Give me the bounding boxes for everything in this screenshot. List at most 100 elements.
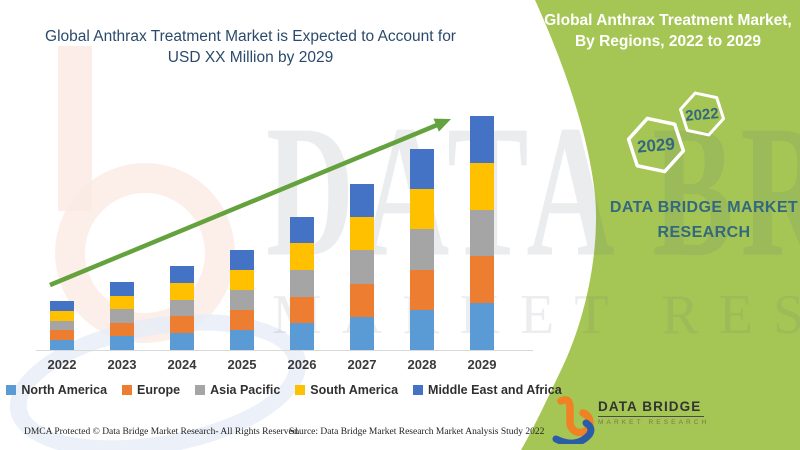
logo-subtitle: MARKET RESEARCH — [598, 419, 710, 426]
bar-segment — [290, 269, 314, 297]
bar-column-2027: 2027 — [348, 100, 376, 372]
bar-column-2025: 2025 — [228, 100, 256, 372]
x-axis-label: 2027 — [347, 357, 377, 372]
bar-column-2026: 2026 — [288, 100, 316, 372]
source-notice: Source: Data Bridge Market Research Mark… — [289, 427, 545, 437]
bar-segment — [410, 189, 434, 230]
bar-segment — [50, 340, 74, 350]
data-bridge-logo-text: DATA BRIDGE MARKET RESEARCH — [598, 399, 710, 426]
dmca-notice: DMCA Protected © Data Bridge Market Rese… — [24, 427, 300, 437]
stacked-bar — [170, 266, 194, 350]
bars: 2022 2023 2024 2025 2026 2027 2028 2029 — [48, 100, 496, 372]
bar-segment — [170, 299, 194, 317]
legend-label: Asia Pacific — [210, 383, 281, 397]
legend-label: North America — [21, 383, 108, 397]
stacked-bar — [350, 184, 374, 350]
hexagon-2029-label: 2029 — [636, 134, 676, 157]
bar-segment — [470, 162, 494, 210]
x-axis-label: 2024 — [167, 357, 197, 372]
chart-title: Global Anthrax Treatment Market is Expec… — [28, 26, 473, 68]
data-bridge-logo-icon — [552, 396, 595, 444]
brand-wordmark-line2: RESEARCH — [657, 224, 751, 241]
logo-swoosh-shape — [552, 419, 595, 444]
legend-item: Asia Pacific — [195, 383, 280, 397]
bar-segment — [410, 309, 434, 350]
bar-segment — [110, 295, 134, 310]
legend-swatch — [6, 385, 17, 395]
bar-column-2022: 2022 — [48, 100, 76, 372]
bar-segment — [350, 250, 374, 284]
side-panel-title-line1: Global Anthrax Treatment Market, — [544, 12, 792, 29]
bar-segment — [470, 209, 494, 257]
x-axis-label: 2029 — [467, 357, 497, 372]
legend-item: South America — [295, 383, 398, 397]
side-panel-title: Global Anthrax Treatment Market, By Regi… — [543, 10, 793, 52]
logo-b-shape — [557, 396, 594, 437]
bar-segment — [290, 243, 314, 270]
x-axis-label: 2028 — [407, 357, 437, 372]
side-panel-title-line2: By Regions, 2022 to 2029 — [574, 33, 762, 50]
x-axis-label: 2026 — [287, 357, 317, 372]
legend-swatch — [413, 385, 424, 395]
bar-segment — [50, 310, 74, 321]
bar-segment — [410, 149, 434, 190]
legend-swatch — [122, 385, 133, 395]
bar-segment — [350, 283, 374, 317]
stacked-bar — [410, 149, 434, 350]
bar-segment — [110, 322, 134, 337]
stacked-bar — [110, 282, 134, 350]
bar-segment — [350, 316, 374, 350]
bar-segment — [410, 229, 434, 270]
x-axis-line — [36, 350, 533, 351]
bar-segment — [50, 320, 74, 331]
legend-swatch — [195, 385, 206, 395]
bar-segment — [170, 266, 194, 283]
bar-segment — [470, 116, 494, 163]
stacked-bar — [290, 216, 314, 350]
bar-segment — [350, 217, 374, 251]
bar-segment — [230, 249, 254, 270]
hexagon-2022-label: 2022 — [684, 105, 720, 125]
legend-label: South America — [310, 383, 399, 397]
legend-swatch — [295, 385, 306, 395]
bar-segment — [110, 336, 134, 350]
bar-segment — [230, 309, 254, 330]
bar-segment — [110, 282, 134, 296]
brand-wordmark: DATA BRIDGE MARKET RESEARCH — [608, 195, 800, 245]
bar-segment — [50, 330, 74, 341]
bar-segment — [170, 316, 194, 334]
chart-title-line2: USD XX Million by 2029 — [167, 49, 334, 66]
bar-segment — [350, 184, 374, 218]
bar-column-2028: 2028 — [408, 100, 436, 372]
logo-name: DATA BRIDGE — [598, 399, 702, 414]
bar-column-2023: 2023 — [108, 100, 136, 372]
bar-segment — [170, 333, 194, 350]
x-axis-label: 2025 — [227, 357, 257, 372]
bar-column-2024: 2024 — [168, 100, 196, 372]
x-axis-label: 2022 — [47, 357, 77, 372]
bar-segment — [110, 309, 134, 323]
bar-segment — [290, 323, 314, 350]
bar-segment — [230, 269, 254, 290]
bar-segment — [470, 303, 494, 350]
legend-item: Middle East and Africa — [413, 383, 562, 397]
green-panel-shape — [521, 0, 800, 450]
legend-label: Europe — [137, 383, 181, 397]
bar-segment — [290, 216, 314, 244]
brand-wordmark-line1: DATA BRIDGE MARKET — [609, 199, 799, 216]
bar-segment — [410, 269, 434, 310]
legend-item: Europe — [122, 383, 180, 397]
bar-segment — [170, 282, 194, 300]
x-axis-label: 2023 — [107, 357, 137, 372]
bar-segment — [290, 296, 314, 324]
logo-divider — [598, 416, 704, 417]
bar-segment — [50, 301, 74, 311]
stacked-bar — [50, 301, 74, 350]
bar-segment — [230, 289, 254, 310]
stacked-bar — [470, 116, 494, 350]
legend-label: Middle East and Africa — [428, 383, 562, 397]
stacked-bar — [230, 249, 254, 350]
chart-title-line1: Global Anthrax Treatment Market is Expec… — [45, 28, 456, 45]
